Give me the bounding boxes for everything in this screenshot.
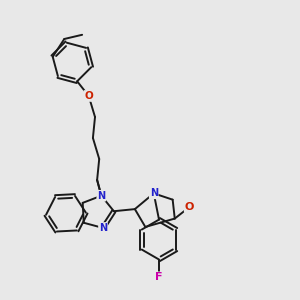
Text: N: N (99, 223, 107, 233)
Text: O: O (84, 91, 93, 101)
Text: F: F (155, 272, 163, 282)
Text: N: N (150, 188, 158, 198)
Text: O: O (185, 202, 194, 212)
Text: N: N (97, 191, 105, 201)
